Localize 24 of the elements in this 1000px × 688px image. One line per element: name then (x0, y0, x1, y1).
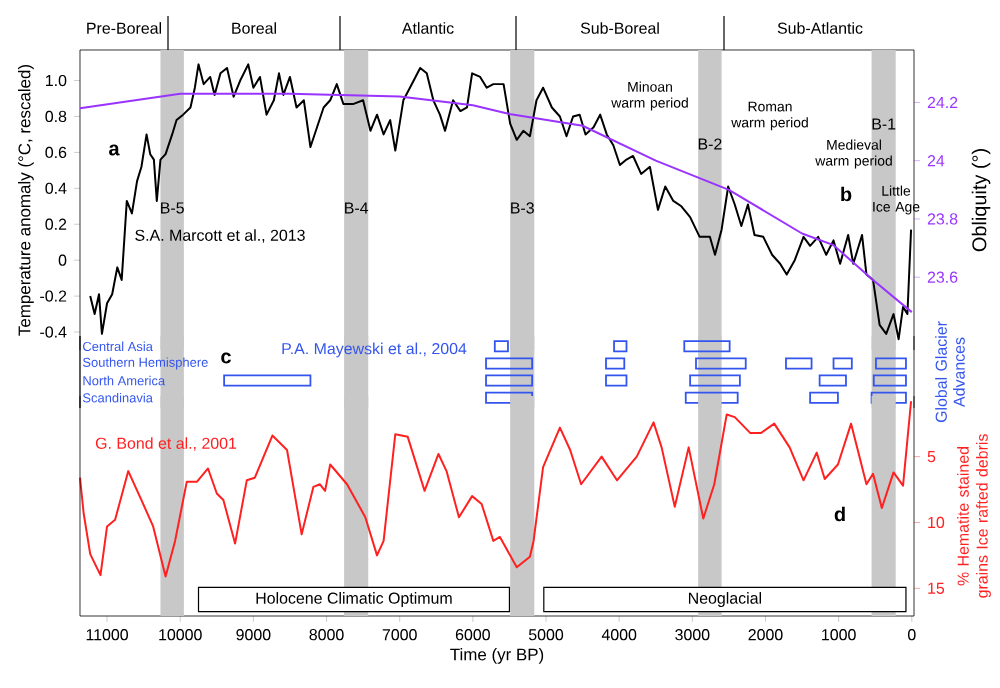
annotation: b (841, 186, 852, 202)
bar (872, 374, 907, 387)
bar (809, 391, 839, 404)
bar (493, 340, 509, 353)
bar (695, 357, 747, 370)
bar (223, 374, 312, 387)
annotation: a (109, 144, 120, 156)
bar (605, 357, 626, 370)
bar (485, 374, 534, 387)
bar (689, 374, 741, 387)
line-series (78, 400, 913, 578)
y-axis-title: Temperature anomaly (°C, rescaled) (18, 64, 34, 336)
y2-axis-title: Obliquity (°) (971, 149, 991, 252)
bar (832, 357, 853, 370)
bar (875, 357, 907, 370)
bar (683, 340, 731, 353)
annotation: d (834, 506, 845, 522)
bar (818, 374, 847, 387)
bar (785, 357, 813, 370)
bar (485, 357, 534, 370)
annotation: c (221, 352, 231, 364)
bar (613, 340, 628, 353)
bar (605, 374, 628, 387)
x-axis-title: Time (yr BP) (450, 648, 544, 664)
